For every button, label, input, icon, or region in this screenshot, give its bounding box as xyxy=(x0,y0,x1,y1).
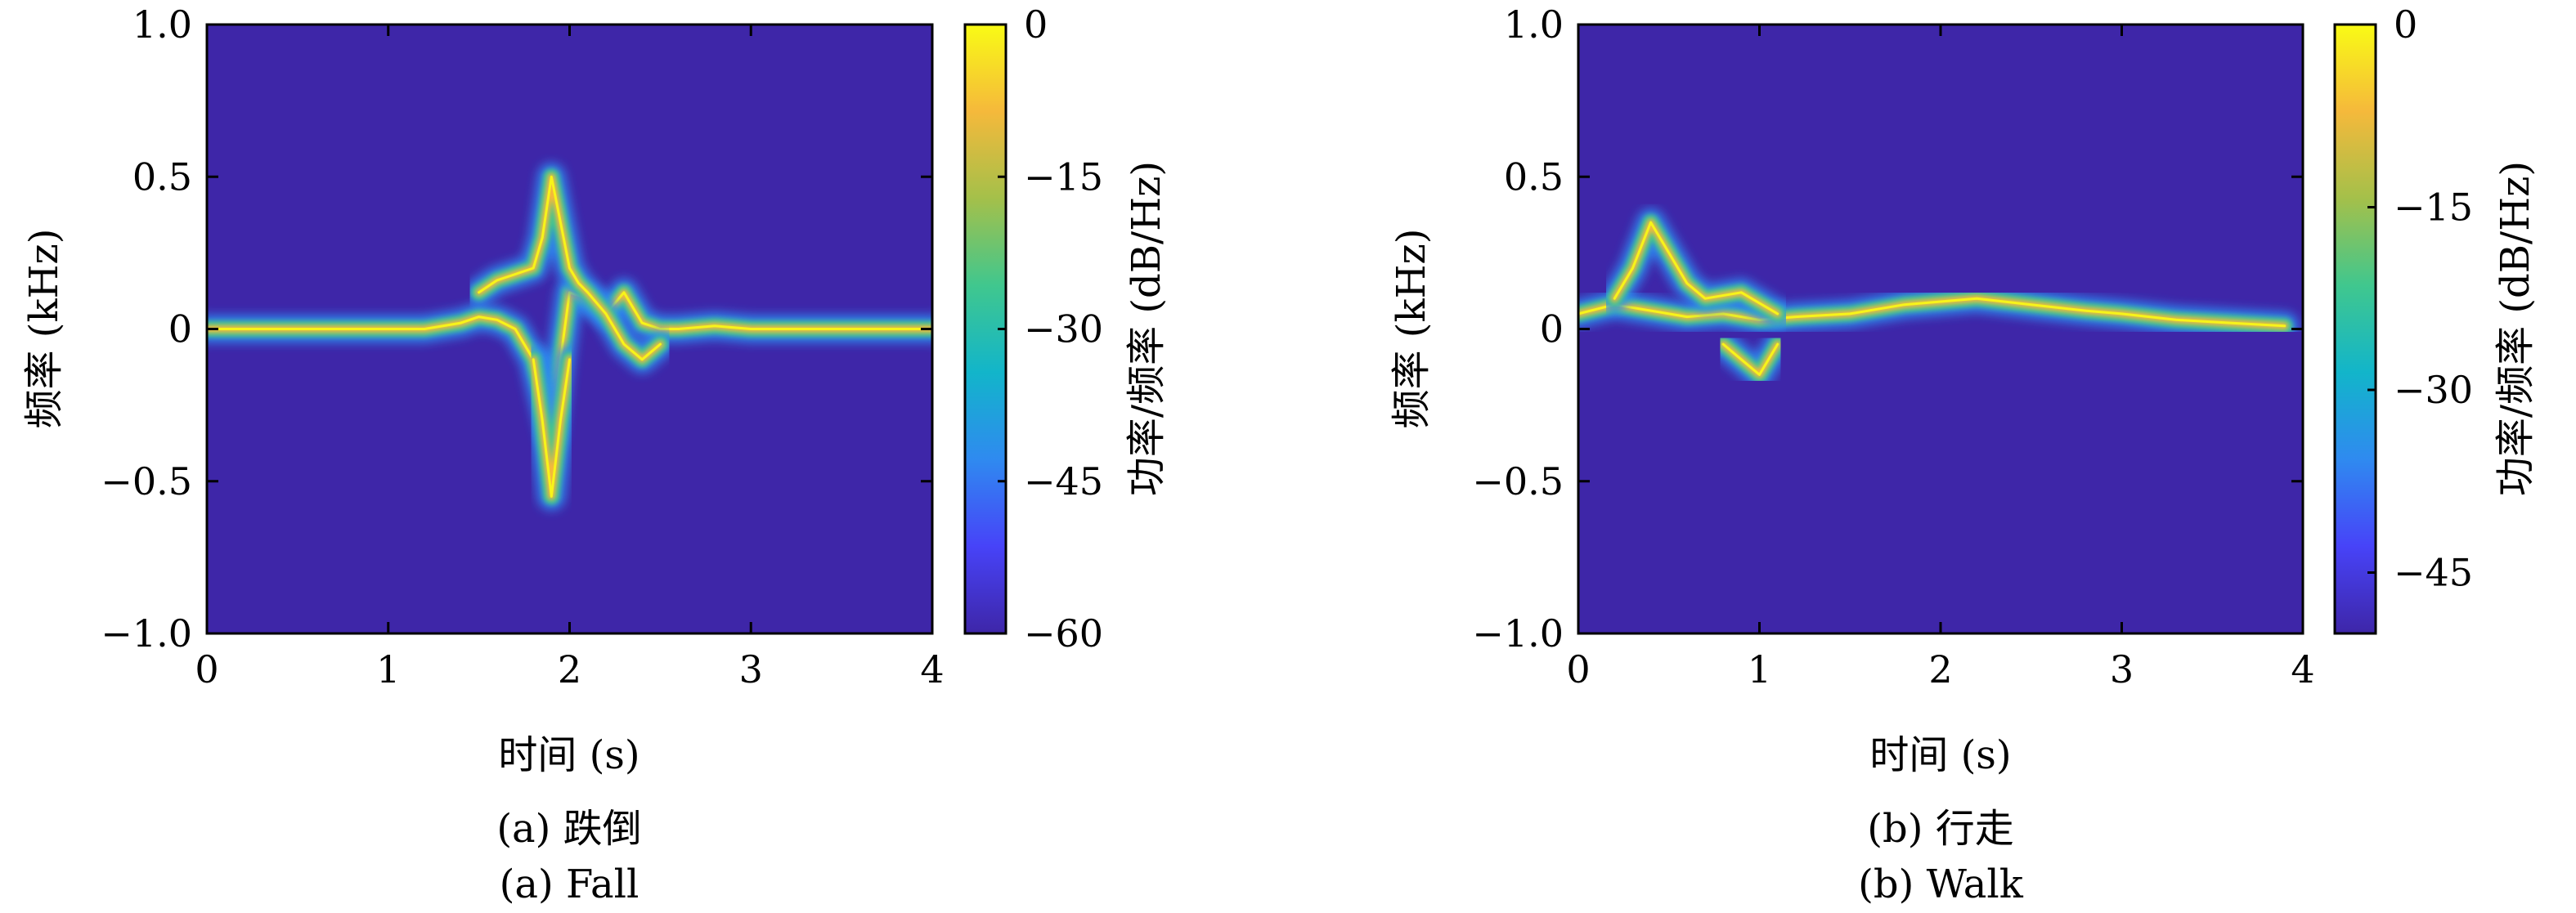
spectrogram-walk xyxy=(1578,25,2303,633)
x-tick-label: 0 xyxy=(1566,647,1590,691)
x-tick-label: 2 xyxy=(558,647,581,691)
colorbar-tick-label: −60 xyxy=(1024,611,1103,656)
colorbar-b xyxy=(2333,23,2377,635)
panel-label-b: (b) 行走 xyxy=(1867,806,2013,852)
x-tick-label: 4 xyxy=(2291,647,2314,691)
y-tick-label: 1.0 xyxy=(132,2,192,47)
y-tick-label: −1.0 xyxy=(101,611,192,656)
colorbar-tick-label: −30 xyxy=(2394,368,2473,412)
y-tick-label: 1.0 xyxy=(1504,2,1564,47)
doppler-trace-2-layer-3 xyxy=(1721,342,1779,376)
x-tick-label: 4 xyxy=(920,647,944,691)
x-axis-label-a: 时间 (s) xyxy=(498,732,640,778)
panel-label-en-b: (b) Walk xyxy=(1858,862,2024,907)
panel-label-en-a: (a) Fall xyxy=(500,862,640,907)
y-tick-label: 0.5 xyxy=(132,154,192,199)
colorbar-tick-label: −45 xyxy=(2394,551,2473,595)
colorbar-label-a: 功率/频率 (dB/Hz) xyxy=(1124,161,1169,496)
colorbar-label-b: 功率/频率 (dB/Hz) xyxy=(2493,161,2538,496)
spectrogram-fall xyxy=(207,25,932,633)
colorbar-tick-label: −15 xyxy=(1024,154,1103,199)
panel-label-a: (a) 跌倒 xyxy=(496,806,641,852)
x-tick-label: 2 xyxy=(1928,647,1952,691)
colorbar-tick-label: −30 xyxy=(1024,307,1103,351)
colorbar-ticks-b: 0 −15 −30 −45 xyxy=(2367,2,2473,595)
doppler-trace-1-layer-3 xyxy=(478,175,662,361)
colorbar-tick-label: 0 xyxy=(2394,2,2417,47)
colorbar-ticks-a: 0 −15 −30 −45 −60 xyxy=(998,2,1103,656)
x-tick-label: 3 xyxy=(2110,647,2134,691)
doppler-trace-0-layer-3 xyxy=(1578,297,2287,328)
doppler-trace-2-layer-3 xyxy=(532,358,571,498)
doppler-trace-1-layer-3 xyxy=(1613,221,1779,316)
x-tick-label: 1 xyxy=(1748,647,1771,691)
axis-ticks-a: 0 1 2 3 4 1.0 0.5 0 −0.5 −1.0 xyxy=(101,2,944,691)
colorbar-tick-label: −45 xyxy=(1024,459,1103,503)
y-tick-label: 0 xyxy=(168,307,192,351)
x-tick-label: 3 xyxy=(739,647,763,691)
y-tick-label: 0.5 xyxy=(1504,154,1564,199)
panel-a: 0 1 2 3 4 1.0 0.5 0 −0.5 −1.0 时间 (s) 频率 (kHz) 0 −1… xyxy=(21,2,1169,907)
y-tick-label: −1.0 xyxy=(1472,611,1564,656)
x-axis-label-b: 时间 (s) xyxy=(1869,732,2011,778)
y-axis-label-b: 频率 (kHz) xyxy=(1389,229,1434,429)
colorbar-tick-label: 0 xyxy=(1024,2,1048,47)
x-tick-label: 1 xyxy=(376,647,400,691)
axis-ticks-b: 0 1 2 3 4 1.0 0.5 0 −0.5 −1.0 xyxy=(1472,2,2314,691)
y-axis-label-a: 频率 (kHz) xyxy=(21,229,67,429)
y-tick-label: 0 xyxy=(1540,307,1564,351)
x-tick-label: 0 xyxy=(195,647,218,691)
y-tick-label: −0.5 xyxy=(1472,459,1564,503)
panel-b: 0 1 2 3 4 1.0 0.5 0 −0.5 −1.0 时间 (s) 频率 (kHz) 0 −1… xyxy=(1389,2,2538,907)
y-tick-label: −0.5 xyxy=(101,459,192,503)
colorbar-tick-label: −15 xyxy=(2394,186,2473,230)
